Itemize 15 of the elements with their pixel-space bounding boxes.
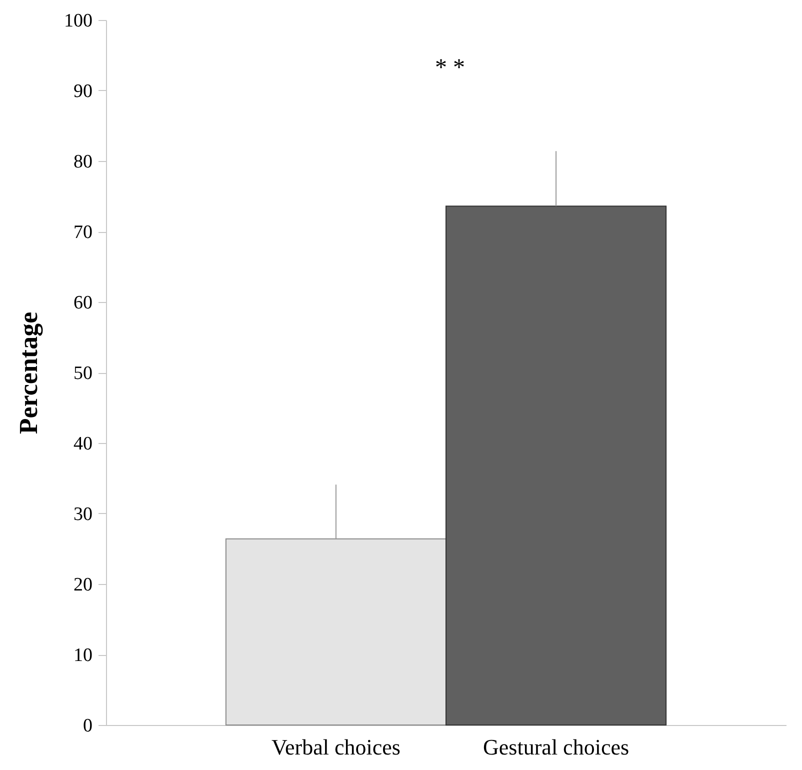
x-tick-label: Gestural choices [483, 734, 630, 760]
y-tick-label: 10 [74, 645, 92, 666]
y-tick-label: 30 [74, 504, 92, 525]
y-tick-label: 50 [74, 363, 92, 384]
y-tick-label: 100 [64, 10, 92, 32]
x-tick-label: Verbal choices [272, 734, 400, 760]
y-tick-label: 0 [83, 716, 92, 736]
y-tick-label: 20 [74, 574, 92, 596]
y-tick-label: 80 [74, 152, 92, 172]
y-tick-label: 40 [74, 434, 92, 454]
y-tick-label: 90 [74, 81, 92, 102]
annotation: * * [435, 55, 465, 81]
y-axis-title: Percentage [14, 312, 43, 434]
y-tick-label: 70 [74, 222, 92, 243]
y-tick-label: 60 [74, 292, 92, 314]
